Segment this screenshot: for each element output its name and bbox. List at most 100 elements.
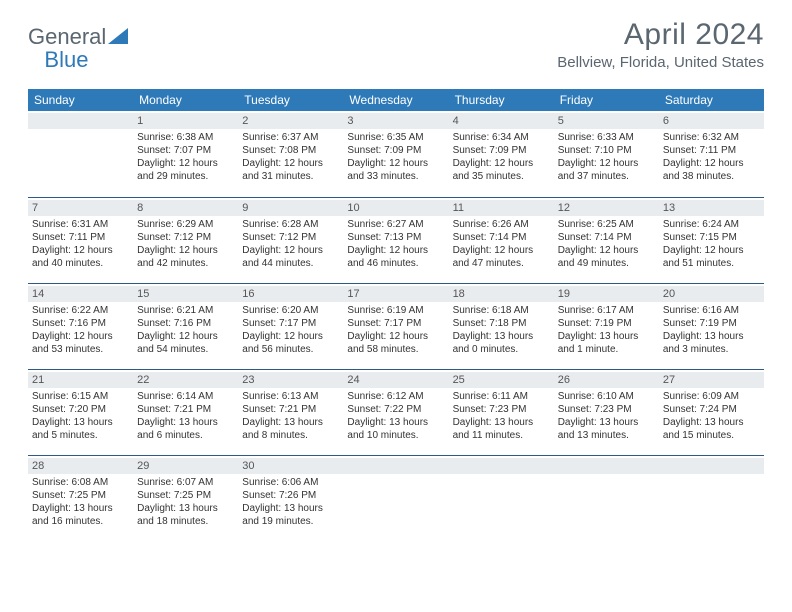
- calendar-cell: 15Sunrise: 6:21 AMSunset: 7:16 PMDayligh…: [133, 283, 238, 369]
- day-details: Sunrise: 6:34 AMSunset: 7:09 PMDaylight:…: [453, 131, 550, 183]
- sunrise-text: Sunrise: 6:08 AM: [32, 476, 129, 489]
- day-number: 27: [659, 372, 764, 388]
- day-details: Sunrise: 6:16 AMSunset: 7:19 PMDaylight:…: [663, 304, 760, 356]
- day-details: Sunrise: 6:11 AMSunset: 7:23 PMDaylight:…: [453, 390, 550, 442]
- sunrise-text: Sunrise: 6:10 AM: [558, 390, 655, 403]
- sunset-text: Sunset: 7:09 PM: [347, 144, 444, 157]
- brand-logo: General: [28, 18, 128, 50]
- day-number: 20: [659, 286, 764, 302]
- daylight-text: Daylight: 12 hours and 47 minutes.: [453, 244, 550, 270]
- calendar-cell: 1 Sunrise: 6:38 AMSunset: 7:07 PMDaylight…: [133, 111, 238, 197]
- title-block: April 2024 Bellview, Florida, United Sta…: [557, 18, 764, 71]
- calendar-cell: 10Sunrise: 6:27 AMSunset: 7:13 PMDayligh…: [343, 197, 448, 283]
- day-number: .: [659, 458, 764, 474]
- sunset-text: Sunset: 7:14 PM: [558, 231, 655, 244]
- sunset-text: Sunset: 7:24 PM: [663, 403, 760, 416]
- calendar-row: .1Sunrise: 6:38 AMSunset: 7:07 PMDayligh…: [28, 111, 764, 197]
- calendar-table: Sunday Monday Tuesday Wednesday Thursday…: [28, 89, 764, 541]
- col-thursday: Thursday: [449, 89, 554, 111]
- calendar-row: 28 Sunrise: 6:08 AMSunset: 7:25 PMDayligh…: [28, 455, 764, 541]
- day-number: 29: [133, 458, 238, 474]
- col-monday: Monday: [133, 89, 238, 111]
- daylight-text: Daylight: 13 hours and 1 minute.: [558, 330, 655, 356]
- calendar-cell: 2Sunrise: 6:37 AMSunset: 7:08 PMDaylight…: [238, 111, 343, 197]
- daylight-text: Daylight: 13 hours and 0 minutes.: [453, 330, 550, 356]
- sunset-text: Sunset: 7:10 PM: [558, 144, 655, 157]
- day-details: Sunrise: 6:33 AMSunset: 7:10 PMDaylight:…: [558, 131, 655, 183]
- calendar-cell: 25 Sunrise: 6:11 AMSunset: 7:23 PMDayligh…: [449, 369, 554, 455]
- day-details: Sunrise: 6:08 AMSunset: 7:25 PMDaylight:…: [32, 476, 129, 528]
- daylight-text: Daylight: 12 hours and 35 minutes.: [453, 157, 550, 183]
- day-details: Sunrise: 6:24 AMSunset: 7:15 PMDaylight:…: [663, 218, 760, 270]
- calendar-cell: 3Sunrise: 6:35 AMSunset: 7:09 PMDaylight…: [343, 111, 448, 197]
- day-number: 17: [343, 286, 448, 302]
- sunset-text: Sunset: 7:22 PM: [347, 403, 444, 416]
- day-number: 25: [449, 372, 554, 388]
- day-number: 23: [238, 372, 343, 388]
- month-title: April 2024: [557, 18, 764, 52]
- day-number: 1: [133, 113, 238, 129]
- sunset-text: Sunset: 7:07 PM: [137, 144, 234, 157]
- daylight-text: Daylight: 12 hours and 29 minutes.: [137, 157, 234, 183]
- daylight-text: Daylight: 13 hours and 5 minutes.: [32, 416, 129, 442]
- col-tuesday: Tuesday: [238, 89, 343, 111]
- day-number: 12: [554, 200, 659, 216]
- day-number: .: [343, 458, 448, 474]
- sunset-text: Sunset: 7:11 PM: [32, 231, 129, 244]
- day-details: Sunrise: 6:25 AMSunset: 7:14 PMDaylight:…: [558, 218, 655, 270]
- day-number: 21: [28, 372, 133, 388]
- calendar-cell: .: [449, 455, 554, 541]
- day-number: 28: [28, 458, 133, 474]
- sunrise-text: Sunrise: 6:06 AM: [242, 476, 339, 489]
- daylight-text: Daylight: 12 hours and 40 minutes.: [32, 244, 129, 270]
- sunset-text: Sunset: 7:13 PM: [347, 231, 444, 244]
- calendar-cell: 21Sunrise: 6:15 AMSunset: 7:20 PMDayligh…: [28, 369, 133, 455]
- calendar-cell: 22Sunrise: 6:14 AMSunset: 7:21 PMDayligh…: [133, 369, 238, 455]
- calendar-row: 21Sunrise: 6:15 AMSunset: 7:20 PMDayligh…: [28, 369, 764, 455]
- daylight-text: Daylight: 13 hours and 16 minutes.: [32, 502, 129, 528]
- daylight-text: Daylight: 12 hours and 58 minutes.: [347, 330, 444, 356]
- day-number: 24: [343, 372, 448, 388]
- sunrise-text: Sunrise: 6:13 AM: [242, 390, 339, 403]
- daylight-text: Daylight: 12 hours and 54 minutes.: [137, 330, 234, 356]
- col-sunday: Sunday: [28, 89, 133, 111]
- sunrise-text: Sunrise: 6:38 AM: [137, 131, 234, 144]
- day-details: Sunrise: 6:27 AMSunset: 7:13 PMDaylight:…: [347, 218, 444, 270]
- daylight-text: Daylight: 12 hours and 38 minutes.: [663, 157, 760, 183]
- sunset-text: Sunset: 7:11 PM: [663, 144, 760, 157]
- day-number: 11: [449, 200, 554, 216]
- sunset-text: Sunset: 7:19 PM: [558, 317, 655, 330]
- sunrise-text: Sunrise: 6:09 AM: [663, 390, 760, 403]
- sunrise-text: Sunrise: 6:32 AM: [663, 131, 760, 144]
- day-number: 30: [238, 458, 343, 474]
- day-details: Sunrise: 6:20 AMSunset: 7:17 PMDaylight:…: [242, 304, 339, 356]
- sunset-text: Sunset: 7:16 PM: [137, 317, 234, 330]
- sunrise-text: Sunrise: 6:34 AM: [453, 131, 550, 144]
- calendar-row: 14Sunrise: 6:22 AMSunset: 7:16 PMDayligh…: [28, 283, 764, 369]
- day-details: Sunrise: 6:10 AMSunset: 7:23 PMDaylight:…: [558, 390, 655, 442]
- sunset-text: Sunset: 7:23 PM: [453, 403, 550, 416]
- day-number: 26: [554, 372, 659, 388]
- calendar-cell: 24 Sunrise: 6:12 AMSunset: 7:22 PMDayligh…: [343, 369, 448, 455]
- daylight-text: Daylight: 13 hours and 19 minutes.: [242, 502, 339, 528]
- day-details: Sunrise: 6:14 AMSunset: 7:21 PMDaylight:…: [137, 390, 234, 442]
- calendar-cell: 12 Sunrise: 6:25 AMSunset: 7:14 PMDayligh…: [554, 197, 659, 283]
- sunrise-text: Sunrise: 6:11 AM: [453, 390, 550, 403]
- calendar-cell: .: [343, 455, 448, 541]
- day-number: 8: [133, 200, 238, 216]
- calendar-cell: 7Sunrise: 6:31 AMSunset: 7:11 PMDaylight…: [28, 197, 133, 283]
- calendar-cell: 11 Sunrise: 6:26 AMSunset: 7:14 PMDayligh…: [449, 197, 554, 283]
- sunset-text: Sunset: 7:14 PM: [453, 231, 550, 244]
- location-text: Bellview, Florida, United States: [557, 54, 764, 71]
- daylight-text: Daylight: 13 hours and 8 minutes.: [242, 416, 339, 442]
- daylight-text: Daylight: 13 hours and 10 minutes.: [347, 416, 444, 442]
- day-details: Sunrise: 6:26 AMSunset: 7:14 PMDaylight:…: [453, 218, 550, 270]
- col-friday: Friday: [554, 89, 659, 111]
- calendar-row: 7Sunrise: 6:31 AMSunset: 7:11 PMDaylight…: [28, 197, 764, 283]
- calendar-cell: 23Sunrise: 6:13 AMSunset: 7:21 PMDayligh…: [238, 369, 343, 455]
- sunrise-text: Sunrise: 6:12 AM: [347, 390, 444, 403]
- daylight-text: Daylight: 13 hours and 13 minutes.: [558, 416, 655, 442]
- day-details: Sunrise: 6:31 AMSunset: 7:11 PMDaylight:…: [32, 218, 129, 270]
- calendar-cell: 8Sunrise: 6:29 AMSunset: 7:12 PMDaylight…: [133, 197, 238, 283]
- calendar-cell: 4Sunrise: 6:34 AMSunset: 7:09 PMDaylight…: [449, 111, 554, 197]
